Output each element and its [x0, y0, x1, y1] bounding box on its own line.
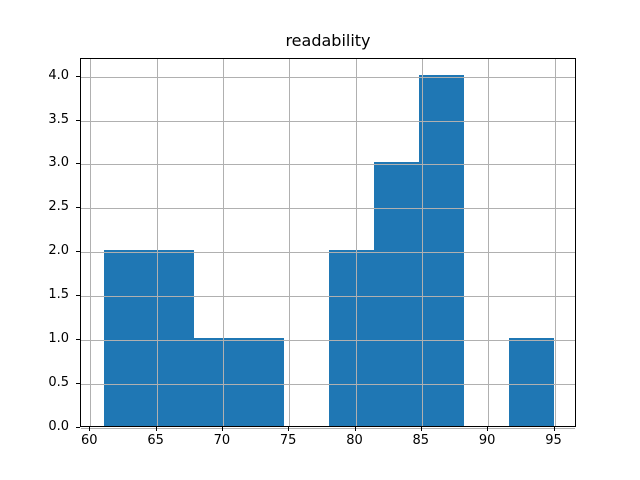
- gridline-x: [488, 59, 490, 426]
- x-tick-label: 75: [279, 433, 297, 448]
- y-tick-label: 2.0: [48, 243, 69, 259]
- x-tick-mark: [221, 427, 223, 431]
- y-tick-label: 3.0: [48, 155, 69, 171]
- histogram-bar: [374, 162, 420, 426]
- gridline-y: [81, 296, 575, 298]
- gridline-x: [222, 59, 224, 426]
- y-tick-mark: [76, 295, 80, 297]
- y-tick-label: 0.5: [48, 375, 69, 391]
- x-tick-label: 90: [478, 433, 496, 448]
- y-tick-mark: [76, 427, 80, 428]
- histogram-bar: [148, 250, 194, 426]
- histogram-bar: [103, 250, 149, 426]
- chart-title: readability: [285, 31, 371, 50]
- gridline-x: [355, 59, 357, 426]
- y-tick-mark: [76, 383, 80, 385]
- y-tick-label: 3.5: [48, 111, 69, 127]
- y-tick-label: 1.0: [48, 331, 69, 347]
- x-tick-label: 65: [147, 433, 164, 448]
- gridline-y: [81, 252, 575, 254]
- y-tick-mark: [76, 119, 80, 121]
- gridline-x: [554, 59, 556, 426]
- y-tick-label: 1.5: [48, 287, 69, 303]
- y-tick-mark: [76, 339, 80, 341]
- gridline-y: [81, 340, 575, 342]
- x-tick-mark: [155, 427, 157, 431]
- gridline-x: [156, 59, 158, 426]
- histogram-bar: [193, 338, 239, 426]
- y-tick-mark: [76, 251, 80, 253]
- x-tick-mark: [89, 427, 91, 431]
- y-tick-label: 4.0: [48, 67, 69, 83]
- gridline-y: [81, 76, 575, 78]
- gridline-y: [81, 384, 575, 386]
- histogram-bar: [329, 250, 375, 426]
- x-tick-mark: [553, 427, 555, 431]
- gridline-y: [81, 428, 575, 429]
- x-tick-mark: [487, 427, 489, 431]
- y-tick-mark: [76, 163, 80, 165]
- y-tick-mark: [76, 75, 80, 77]
- y-tick-mark: [76, 207, 80, 209]
- x-tick-label: 85: [412, 433, 430, 448]
- x-tick-mark: [420, 427, 422, 431]
- gridline-y: [81, 164, 575, 166]
- y-tick-label: 0.0: [48, 419, 69, 434]
- x-tick-label: 70: [213, 433, 231, 448]
- x-tick-label: 80: [346, 433, 363, 448]
- x-tick-label: 95: [545, 433, 562, 448]
- x-tick-mark: [288, 427, 290, 431]
- histogram-bar: [419, 74, 465, 426]
- gridline-y: [81, 120, 575, 122]
- x-tick-mark: [354, 427, 356, 431]
- x-tick-label: 60: [81, 433, 98, 448]
- gridline-x: [421, 59, 423, 426]
- gridline-y: [81, 208, 575, 210]
- y-tick-label: 2.5: [48, 199, 69, 215]
- plot-area: [80, 58, 576, 429]
- gridline-x: [90, 59, 92, 426]
- gridline-x: [289, 59, 291, 426]
- histogram-bar: [509, 338, 555, 426]
- histogram-bar: [238, 338, 284, 426]
